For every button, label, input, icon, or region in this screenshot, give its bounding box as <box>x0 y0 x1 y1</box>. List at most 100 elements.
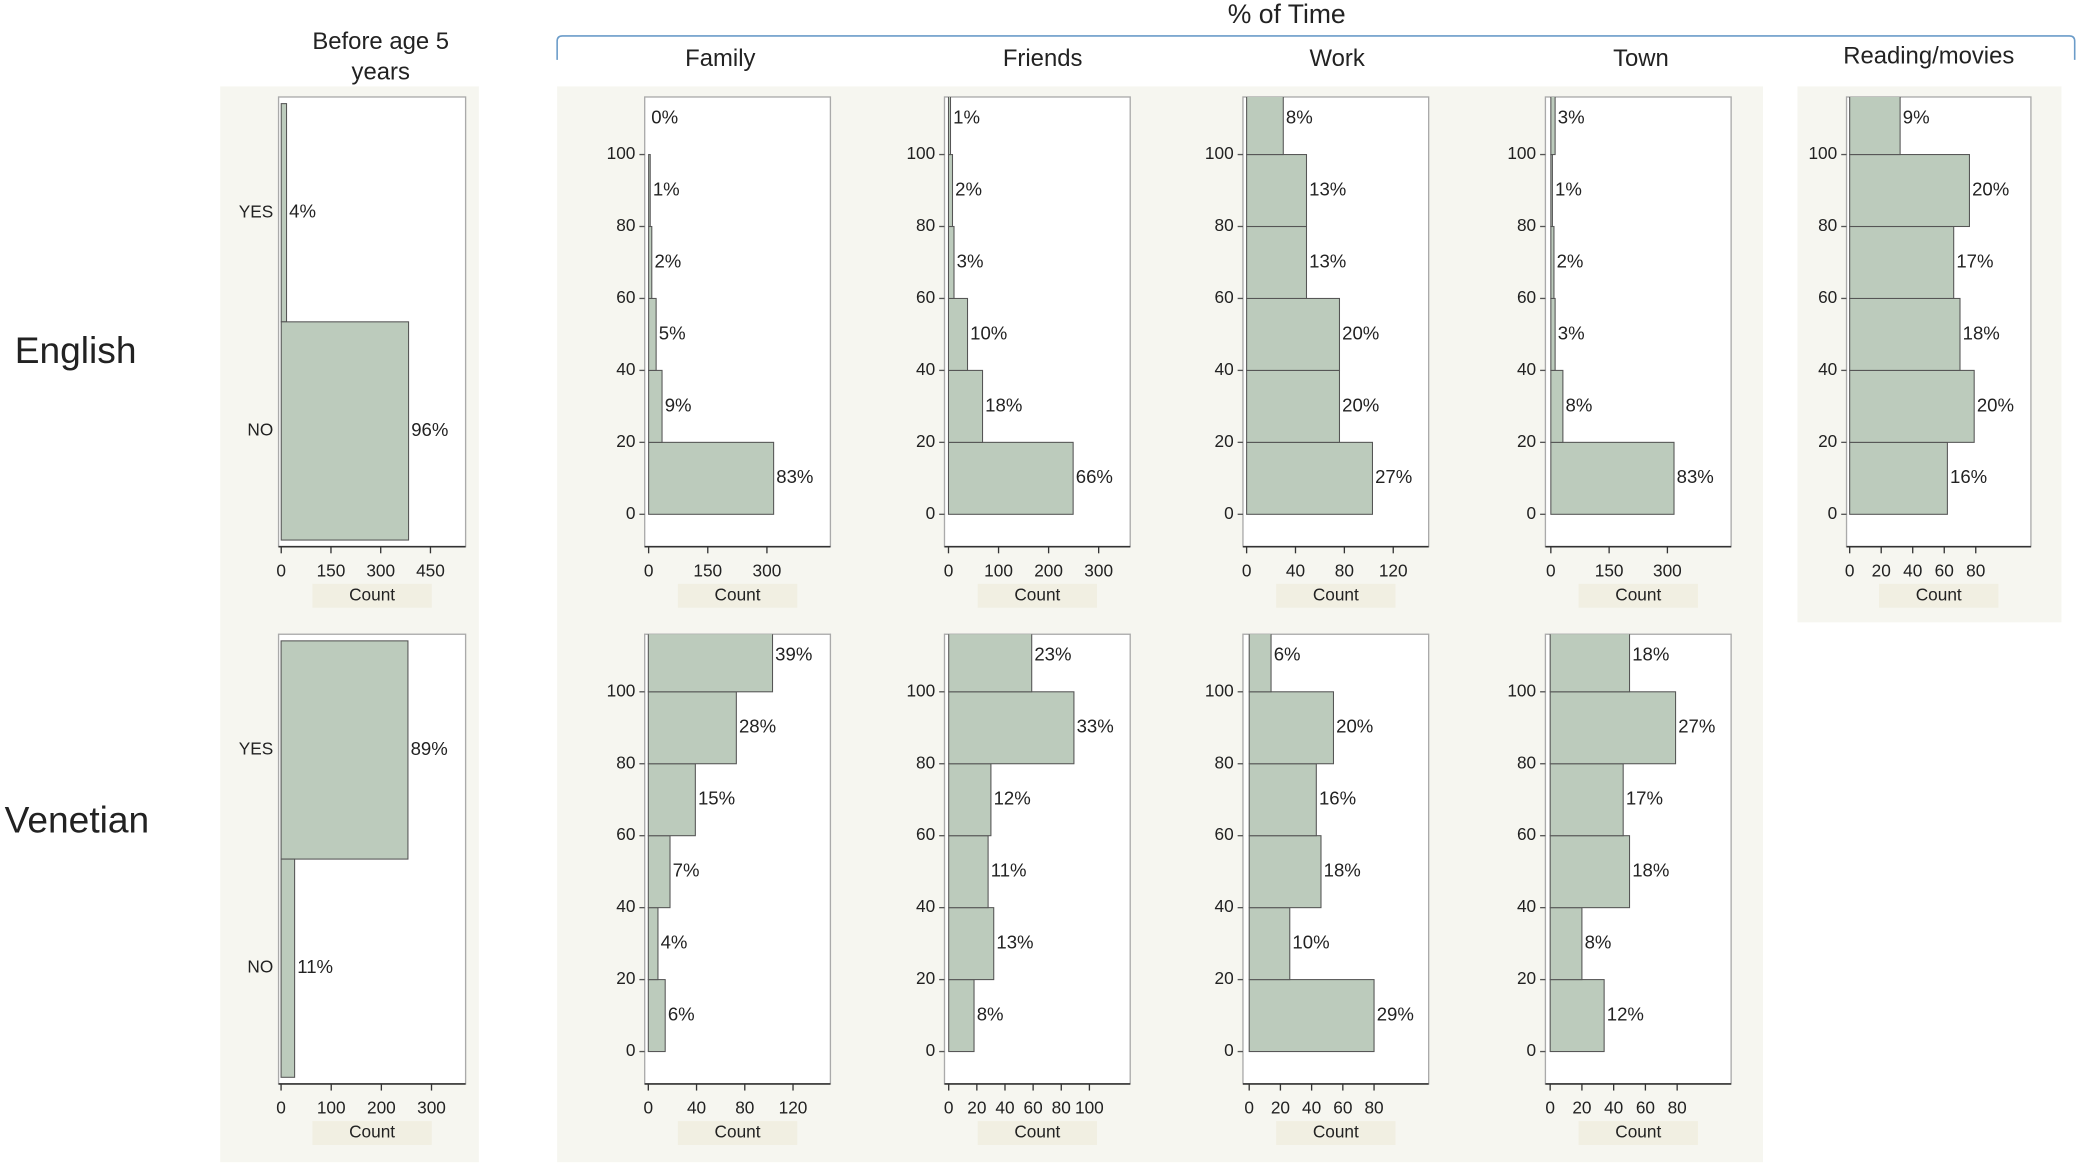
y-tick-label: 20 <box>616 968 635 988</box>
x-tick-label: 60 <box>1935 560 1954 580</box>
y-tick-label: YES <box>239 201 274 221</box>
value-label: 13% <box>996 932 1033 953</box>
x-tick-label: 0 <box>1242 560 1252 580</box>
y-tick-label: 20 <box>916 431 935 451</box>
x-axis-label: Count <box>1313 1122 1359 1142</box>
x-tick-label: 300 <box>417 1098 446 1118</box>
value-label: 96% <box>411 419 448 440</box>
bar <box>648 441 775 515</box>
axis-label-background <box>677 1121 798 1145</box>
bar <box>1550 369 1564 443</box>
bar <box>1849 369 1975 443</box>
y-tick-label: 60 <box>1517 287 1536 307</box>
y-tick-label: 80 <box>1818 215 1837 235</box>
bar <box>1550 441 1675 515</box>
y-tick-label: 0 <box>1224 1040 1234 1060</box>
y-tick-label: 60 <box>916 824 935 844</box>
y-tick-label: 100 <box>1507 680 1536 700</box>
bar <box>947 225 955 299</box>
value-label: 16% <box>1319 788 1356 809</box>
y-tick-label: 0 <box>926 503 936 523</box>
value-label: 8% <box>977 1003 1004 1024</box>
x-tick-label: 300 <box>753 560 782 580</box>
bar <box>947 297 969 371</box>
bar <box>1549 763 1624 837</box>
x-tick-label: 0 <box>276 1098 286 1118</box>
y-tick-label: 40 <box>1215 359 1234 379</box>
y-tick-label: 100 <box>906 680 935 700</box>
x-tick-label: 300 <box>366 560 395 580</box>
y-tick-label: 80 <box>1215 752 1234 772</box>
x-axis-label: Count <box>1014 584 1060 604</box>
value-label: 10% <box>1292 932 1329 953</box>
value-label: 83% <box>1677 466 1714 487</box>
x-tick-label: 20 <box>1872 560 1891 580</box>
x-tick-label: 40 <box>1286 560 1305 580</box>
y-tick-label: 100 <box>607 680 636 700</box>
bar <box>647 634 774 693</box>
bar <box>1248 835 1322 909</box>
value-label: 9% <box>1903 106 1930 127</box>
bar <box>1550 297 1556 371</box>
y-tick-label: NO <box>247 957 273 977</box>
y-tick-label: 100 <box>607 143 636 163</box>
y-tick-label: 40 <box>616 896 635 916</box>
x-tick-label: 0 <box>1244 1098 1254 1118</box>
x-tick-label: 300 <box>1084 560 1113 580</box>
x-tick-label: 20 <box>967 1098 986 1118</box>
x-tick-label: 300 <box>1653 560 1682 580</box>
x-axis-label: Count <box>1014 1122 1060 1142</box>
y-tick-label: 60 <box>1215 287 1234 307</box>
value-label: 83% <box>776 466 813 487</box>
value-label: 3% <box>957 250 984 271</box>
y-tick-label: 80 <box>916 752 935 772</box>
axis-label-background <box>1879 583 1999 608</box>
column-label: Reading/movies <box>1843 43 2014 70</box>
x-tick-label: 80 <box>1364 1098 1383 1118</box>
y-tick-label: 60 <box>1818 287 1837 307</box>
bar <box>947 154 954 228</box>
axis-label-background <box>1276 1121 1396 1145</box>
bar <box>1550 225 1555 299</box>
value-label: 6% <box>1274 644 1301 665</box>
value-label: 2% <box>955 178 982 199</box>
value-label: 8% <box>1585 932 1612 953</box>
bar <box>1246 96 1284 156</box>
value-label: 23% <box>1034 644 1071 665</box>
x-axis-label: Count <box>1615 584 1661 604</box>
value-label: 89% <box>411 738 448 759</box>
value-label: 66% <box>1076 466 1113 487</box>
bars <box>1549 634 1677 1053</box>
bar <box>647 691 737 765</box>
bar <box>1246 369 1341 443</box>
bars <box>948 634 1075 1053</box>
value-label: 33% <box>1077 716 1114 737</box>
x-tick-label: 450 <box>416 560 445 580</box>
x-axis-label: Count <box>1615 1122 1661 1142</box>
y-tick-label: 20 <box>616 431 635 451</box>
x-tick-label: 0 <box>644 1098 654 1118</box>
x-tick-label: 80 <box>1668 1098 1687 1118</box>
bar <box>947 369 984 443</box>
value-label: 11% <box>297 956 333 977</box>
y-tick-label: 60 <box>1517 824 1536 844</box>
y-tick-label: 60 <box>1215 824 1234 844</box>
column-label: Town <box>1613 45 1669 72</box>
x-tick-label: 60 <box>1024 1098 1043 1118</box>
x-tick-label: 40 <box>995 1098 1014 1118</box>
bar <box>1246 225 1308 299</box>
bar <box>647 907 659 981</box>
x-tick-label: 100 <box>1075 1098 1104 1118</box>
y-tick-label: 0 <box>1224 503 1234 523</box>
value-label: 15% <box>698 788 735 809</box>
bar <box>1248 979 1375 1053</box>
value-label: 1% <box>1555 178 1582 199</box>
bar <box>1246 154 1308 228</box>
x-tick-label: 20 <box>1572 1098 1591 1118</box>
value-label: 18% <box>1632 860 1669 881</box>
bar <box>280 640 409 860</box>
value-label: 18% <box>1324 860 1361 881</box>
row-label: English <box>15 329 137 371</box>
value-label: 20% <box>1336 716 1373 737</box>
bars <box>1550 96 1675 515</box>
